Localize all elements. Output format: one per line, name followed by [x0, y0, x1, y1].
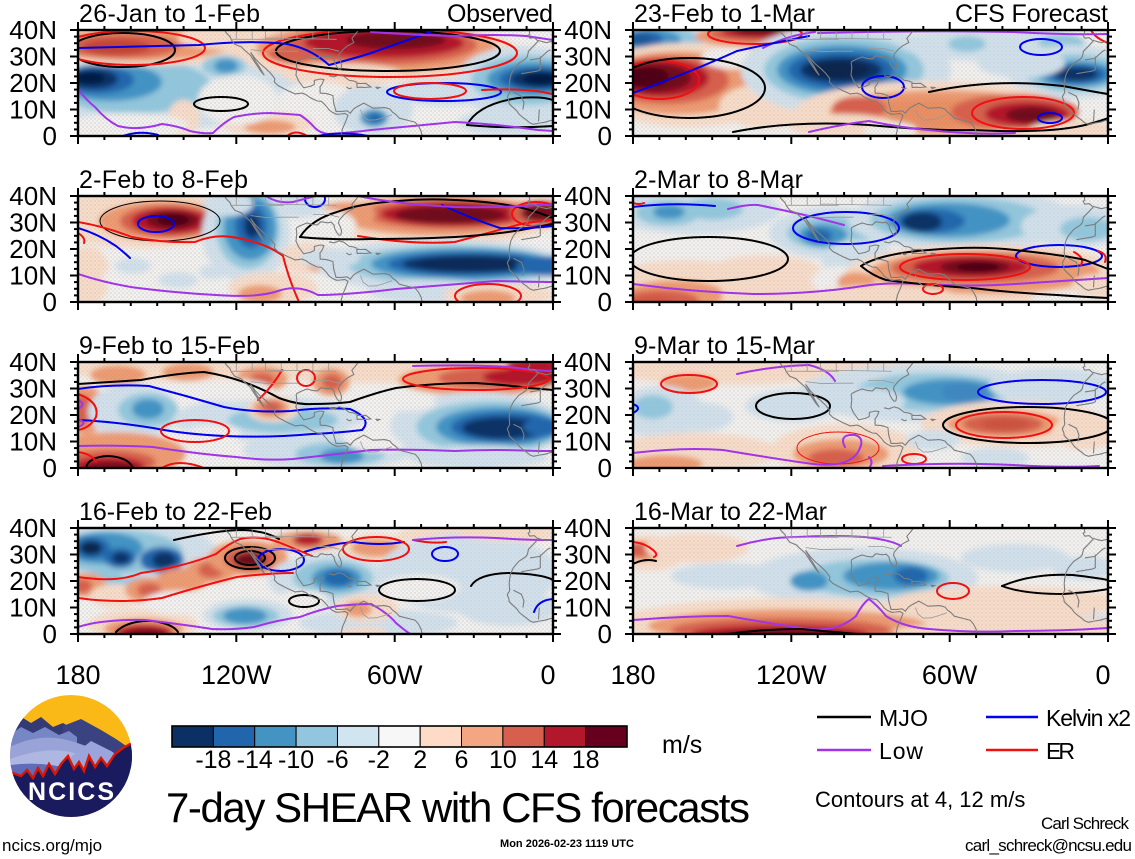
svg-text:ncics.org/mjo: ncics.org/mjo	[2, 836, 102, 855]
svg-text:-14: -14	[237, 746, 273, 774]
svg-text:Carl Schreck: Carl Schreck	[1041, 814, 1130, 833]
svg-text:0: 0	[598, 121, 612, 151]
svg-text:30N: 30N	[9, 374, 57, 404]
svg-text:60W: 60W	[922, 660, 978, 690]
svg-text:0: 0	[43, 619, 57, 649]
svg-text:0: 0	[1095, 660, 1110, 690]
svg-text:2-Feb to 8-Feb: 2-Feb to 8-Feb	[79, 166, 248, 194]
svg-text:Kelvin x2: Kelvin x2	[1046, 705, 1131, 731]
svg-text:120W: 120W	[756, 660, 827, 690]
svg-text:40N: 40N	[564, 347, 612, 377]
svg-text:23-Feb to 1-Mar: 23-Feb to 1-Mar	[634, 0, 815, 28]
svg-text:7-day SHEAR with CFS forecasts: 7-day SHEAR with CFS forecasts	[166, 784, 750, 831]
svg-text:40N: 40N	[9, 513, 57, 543]
svg-text:ER: ER	[1046, 738, 1075, 764]
svg-text:0: 0	[598, 287, 612, 317]
svg-text:30N: 30N	[564, 208, 612, 238]
svg-text:0: 0	[540, 660, 555, 690]
svg-text:m/s: m/s	[662, 731, 702, 759]
svg-text:NCICS: NCICS	[28, 778, 114, 806]
svg-text:20N: 20N	[9, 400, 57, 430]
svg-text:30N: 30N	[564, 540, 612, 570]
svg-text:MJO: MJO	[879, 705, 928, 731]
svg-text:10N: 10N	[564, 593, 612, 623]
svg-text:10N: 10N	[9, 95, 57, 125]
svg-text:10N: 10N	[564, 95, 612, 125]
svg-text:40N: 40N	[9, 181, 57, 211]
svg-text:18: 18	[572, 746, 600, 774]
svg-text:-18: -18	[195, 746, 231, 774]
svg-text:10N: 10N	[9, 593, 57, 623]
svg-text:10: 10	[489, 746, 517, 774]
svg-text:2-Mar to 8-Mar: 2-Mar to 8-Mar	[634, 166, 803, 194]
svg-text:30N: 30N	[564, 374, 612, 404]
svg-text:-6: -6	[326, 746, 348, 774]
svg-text:0: 0	[43, 287, 57, 317]
svg-text:6: 6	[455, 746, 469, 774]
svg-text:CFS Forecast: CFS Forecast	[955, 0, 1108, 28]
svg-text:20N: 20N	[9, 68, 57, 98]
svg-text:40N: 40N	[564, 513, 612, 543]
svg-text:0: 0	[598, 619, 612, 649]
svg-text:20N: 20N	[564, 566, 612, 596]
svg-text:Contours at 4, 12 m/s: Contours at 4, 12 m/s	[815, 787, 1025, 812]
svg-text:2: 2	[413, 746, 427, 774]
svg-text:20N: 20N	[9, 234, 57, 264]
svg-text:16-Mar to 22-Mar: 16-Mar to 22-Mar	[634, 498, 827, 526]
svg-text:10N: 10N	[9, 261, 57, 291]
svg-text:30N: 30N	[564, 42, 612, 72]
svg-text:Low: Low	[879, 738, 923, 764]
svg-text:40N: 40N	[9, 15, 57, 45]
svg-text:-10: -10	[278, 746, 314, 774]
svg-text:120W: 120W	[201, 660, 272, 690]
svg-text:30N: 30N	[9, 540, 57, 570]
svg-text:Mon 2026-02-23 1119 UTC: Mon 2026-02-23 1119 UTC	[500, 838, 634, 850]
svg-text:9-Feb to 15-Feb: 9-Feb to 15-Feb	[79, 332, 260, 360]
svg-text:20N: 20N	[9, 566, 57, 596]
svg-text:26-Jan to 1-Feb: 26-Jan to 1-Feb	[79, 0, 260, 28]
svg-text:30N: 30N	[9, 208, 57, 238]
svg-text:-2: -2	[368, 746, 390, 774]
svg-text:9-Mar to 15-Mar: 9-Mar to 15-Mar	[634, 332, 815, 360]
svg-text:20N: 20N	[564, 400, 612, 430]
svg-text:10N: 10N	[564, 427, 612, 457]
svg-text:40N: 40N	[9, 347, 57, 377]
svg-text:0: 0	[598, 453, 612, 483]
svg-text:30N: 30N	[9, 42, 57, 72]
svg-text:16-Feb to 22-Feb: 16-Feb to 22-Feb	[79, 498, 272, 526]
svg-text:20N: 20N	[564, 234, 612, 264]
svg-text:40N: 40N	[564, 15, 612, 45]
svg-text:14: 14	[530, 746, 558, 774]
svg-text:180: 180	[55, 660, 100, 690]
svg-text:10N: 10N	[564, 261, 612, 291]
svg-text:180: 180	[610, 660, 655, 690]
svg-text:0: 0	[43, 121, 57, 151]
svg-text:40N: 40N	[564, 181, 612, 211]
svg-text:20N: 20N	[564, 68, 612, 98]
svg-text:Observed: Observed	[447, 0, 553, 28]
svg-text:10N: 10N	[9, 427, 57, 457]
svg-text:carl_schreck@ncsu.edu: carl_schreck@ncsu.edu	[965, 836, 1132, 855]
svg-text:0: 0	[43, 453, 57, 483]
svg-text:60W: 60W	[367, 660, 423, 690]
